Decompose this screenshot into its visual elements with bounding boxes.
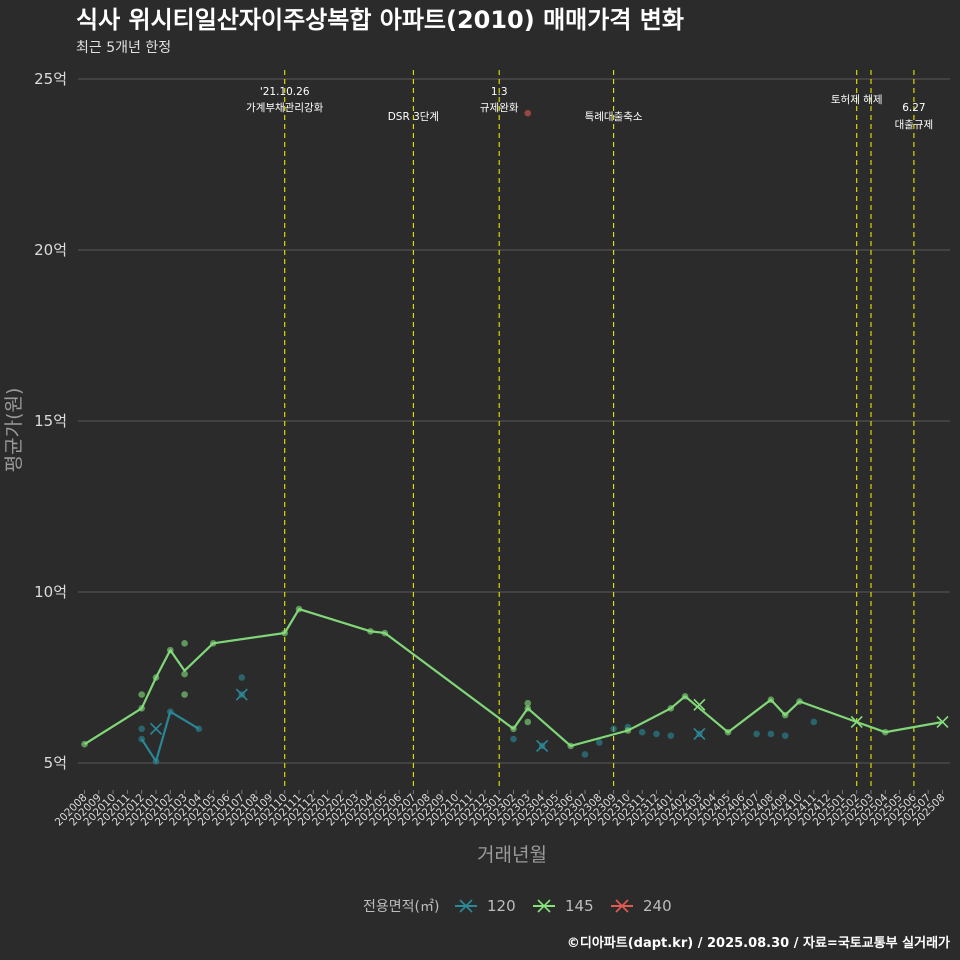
data-point	[81, 740, 88, 748]
avg-marker	[235, 688, 248, 701]
data-point	[753, 730, 760, 738]
data-point	[238, 674, 246, 681]
data-point	[152, 757, 160, 765]
data-point	[281, 629, 289, 637]
avg-marker	[536, 739, 549, 752]
legend-label: 120	[487, 897, 516, 915]
data-point	[209, 640, 217, 647]
chart-subtitle: 최근 5개년 한정	[76, 40, 171, 56]
legend-label: 240	[643, 897, 672, 915]
policy-label: 규제완화	[480, 101, 519, 114]
data-point	[381, 629, 389, 637]
series-line	[140, 710, 200, 763]
data-point	[638, 728, 646, 736]
series-line	[83, 607, 943, 748]
policy-label: 가계부채관리강화	[246, 102, 324, 114]
y-tick-label: 20억	[34, 241, 67, 259]
data-point	[681, 693, 689, 700]
data-point	[167, 646, 174, 654]
legend-key-marker	[537, 899, 551, 913]
avg-marker	[936, 715, 949, 729]
data-point	[524, 109, 532, 117]
policy-label: 1.3	[491, 86, 508, 98]
y-tick-label: 5억	[44, 754, 67, 772]
y-tick-label: 25억	[34, 70, 67, 88]
data-point	[667, 732, 675, 739]
policy-label: DSR 3단계	[388, 111, 439, 123]
source-caption: ©디아파트(dapt.kr) / 2025.08.30 / 자료=국토교통부 실…	[567, 935, 950, 951]
data-point	[653, 730, 660, 738]
data-point	[181, 670, 188, 678]
data-point	[610, 725, 617, 733]
data-point	[567, 742, 574, 750]
legend-key-marker	[459, 899, 473, 913]
y-tick-label: 15억	[34, 412, 67, 430]
data-point	[152, 674, 160, 681]
data-point	[767, 730, 775, 738]
series-120	[138, 674, 818, 765]
legend-key-marker	[615, 899, 629, 913]
legend: 전용면적(㎡) 120 145 240	[363, 897, 672, 915]
series-layer	[81, 109, 949, 765]
data-point	[138, 725, 145, 733]
data-point	[138, 704, 145, 712]
data-point	[781, 732, 789, 739]
data-point	[181, 691, 188, 698]
data-point	[581, 751, 589, 758]
policy-label: 6.27	[902, 102, 925, 114]
data-point	[181, 640, 188, 647]
data-point	[596, 739, 603, 746]
y-tick-label: 10억	[34, 583, 67, 601]
data-point	[295, 605, 303, 613]
data-point	[510, 725, 517, 733]
data-point	[882, 728, 889, 736]
data-point	[524, 699, 532, 707]
data-point	[810, 718, 818, 726]
avg-marker	[693, 698, 706, 711]
legend-label: 145	[565, 897, 594, 915]
data-point	[138, 735, 145, 743]
data-point	[195, 725, 203, 733]
data-point	[796, 698, 803, 705]
x-axis-title: 거래년월	[477, 844, 547, 866]
data-point	[524, 718, 532, 726]
chart-title: 식사 위시티일산자이주상복합 아파트(2010) 매매가격 변화	[76, 6, 684, 34]
data-point	[524, 704, 532, 712]
x-axis-ticks: 2020082020092020102020112020122021012021…	[53, 790, 948, 828]
avg-marker	[149, 722, 163, 735]
policy-label: 토허제 해제	[831, 93, 883, 106]
data-point	[367, 628, 374, 635]
data-point	[781, 711, 789, 719]
policy-label: 대출규제	[895, 119, 934, 131]
data-point	[624, 727, 632, 734]
data-point	[138, 691, 145, 698]
policy-label: 특례대출축소	[585, 111, 643, 123]
series-145	[81, 605, 949, 750]
legend-title: 전용면적(㎡)	[363, 899, 439, 915]
data-point	[724, 728, 732, 736]
data-point	[667, 704, 675, 712]
y-axis-title: 평균가(원)	[3, 388, 25, 473]
policy-lines	[284, 70, 915, 790]
gridlines	[78, 78, 950, 764]
avg-marker	[850, 715, 863, 729]
data-point	[767, 696, 775, 704]
avg-marker	[693, 727, 706, 740]
policy-label: '21.10.26	[260, 86, 310, 98]
y-axis-ticks: 5억 10억 15억 20억 25억	[34, 70, 67, 772]
data-point	[167, 708, 174, 715]
data-point	[510, 735, 517, 743]
series-240	[524, 109, 532, 117]
